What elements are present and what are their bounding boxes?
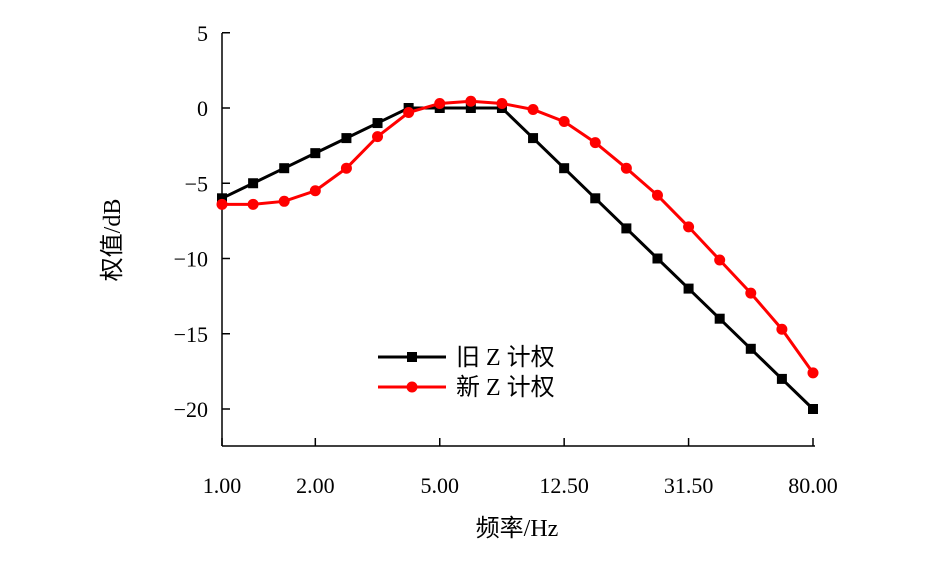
square-marker	[808, 404, 818, 414]
circle-marker	[558, 116, 570, 128]
circle-marker	[406, 381, 418, 393]
square-marker	[652, 253, 663, 264]
circle-marker	[247, 198, 259, 210]
axes: 5 0 −5 −10 −15 −20 1.00 2.00 5.00 12.50 31.50 80.00	[174, 21, 838, 498]
legend-label: 旧 Z 计权	[456, 344, 555, 371]
x-tick-label: 80.00	[788, 473, 838, 498]
circle-marker	[216, 198, 228, 210]
square-marker	[217, 193, 227, 204]
x-axis-label: 频率/Hz	[476, 515, 559, 542]
y-tick-label: −15	[174, 322, 208, 347]
square-marker	[528, 133, 539, 144]
legend: 旧 Z 计权新 Z 计权	[378, 344, 555, 401]
series-layer	[216, 95, 819, 414]
circle-marker	[340, 162, 352, 174]
square-marker	[465, 103, 476, 113]
y-tick-label: −5	[185, 171, 208, 196]
square-marker	[279, 163, 290, 174]
y-tick-label: 5	[197, 21, 208, 46]
circle-marker	[651, 189, 663, 201]
y-tick-label: −10	[174, 247, 208, 272]
square-marker	[776, 373, 787, 384]
circle-marker	[776, 323, 788, 335]
circle-marker	[745, 287, 757, 299]
series-line	[222, 99, 815, 374]
square-marker	[745, 343, 756, 354]
circle-marker	[683, 221, 695, 233]
series-new-z-weighting	[216, 95, 819, 379]
square-marker	[310, 148, 321, 159]
circle-marker	[527, 104, 539, 116]
y-tick-label: −20	[174, 397, 208, 422]
square-marker	[683, 283, 694, 294]
square-marker	[559, 163, 570, 174]
circle-marker	[278, 195, 290, 207]
circle-marker	[496, 97, 508, 109]
series-line	[221, 106, 815, 411]
x-tick-label: 2.00	[296, 473, 335, 498]
circle-marker	[807, 367, 819, 379]
square-marker	[590, 193, 601, 204]
circle-marker	[620, 162, 632, 174]
circle-marker	[465, 95, 477, 107]
square-marker	[621, 223, 632, 234]
legend-label: 新 Z 计权	[456, 374, 555, 401]
square-marker	[407, 352, 417, 362]
circle-marker	[309, 185, 321, 197]
square-marker	[341, 133, 352, 144]
y-axis-label: 权值/dB	[99, 199, 126, 282]
x-tick-label: 5.00	[420, 473, 459, 498]
y-tick-label: 0	[197, 96, 208, 121]
square-marker	[372, 118, 383, 129]
circle-marker	[589, 137, 601, 149]
square-marker	[248, 178, 259, 189]
square-marker	[714, 313, 725, 324]
circle-marker	[372, 131, 384, 143]
circle-marker	[714, 254, 726, 266]
circle-marker	[403, 107, 415, 119]
x-tick-label: 12.50	[539, 473, 589, 498]
x-tick-label: 31.50	[664, 473, 714, 498]
circle-marker	[434, 97, 446, 109]
x-tick-label: 1.00	[203, 473, 242, 498]
